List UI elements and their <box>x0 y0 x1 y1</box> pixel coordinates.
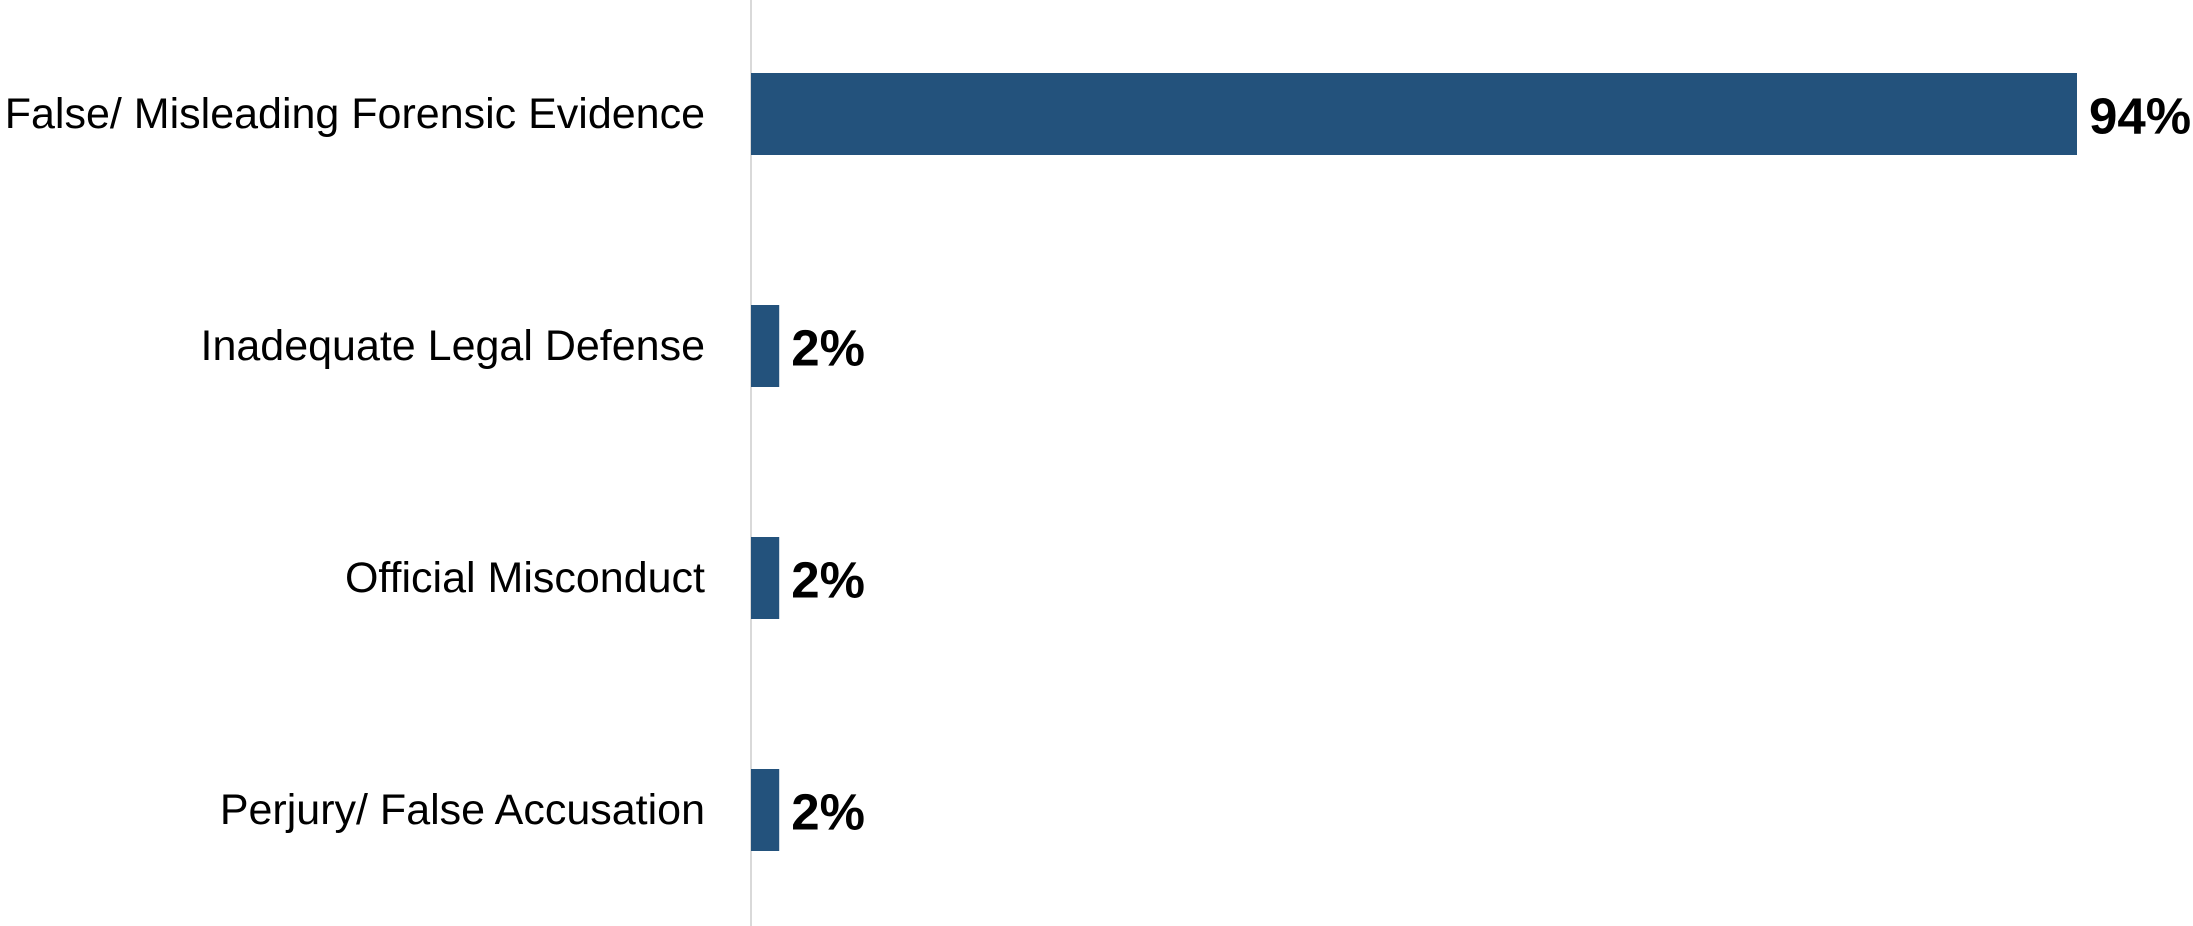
value-label-3: 2% <box>791 552 865 609</box>
bar-2 <box>751 305 780 387</box>
value-labels-group: 94% 2% 2% 2% <box>791 88 2191 841</box>
category-label-2: Inadequate Legal Defense <box>201 322 705 370</box>
bar-4 <box>751 769 780 851</box>
bar-1 <box>751 73 2077 155</box>
category-label-3: Official Misconduct <box>345 554 705 602</box>
category-label-1: False/ Misleading Forensic Evidence <box>5 90 705 138</box>
category-labels-group: False/ Misleading Forensic Evidence Inade… <box>5 90 705 834</box>
value-label-1: 94% <box>2089 88 2191 145</box>
bars-group <box>751 73 2077 851</box>
value-label-2: 2% <box>791 320 865 377</box>
value-label-4: 2% <box>791 784 865 841</box>
bar-3 <box>751 537 780 619</box>
category-label-4: Perjury/ False Accusation <box>220 786 705 834</box>
